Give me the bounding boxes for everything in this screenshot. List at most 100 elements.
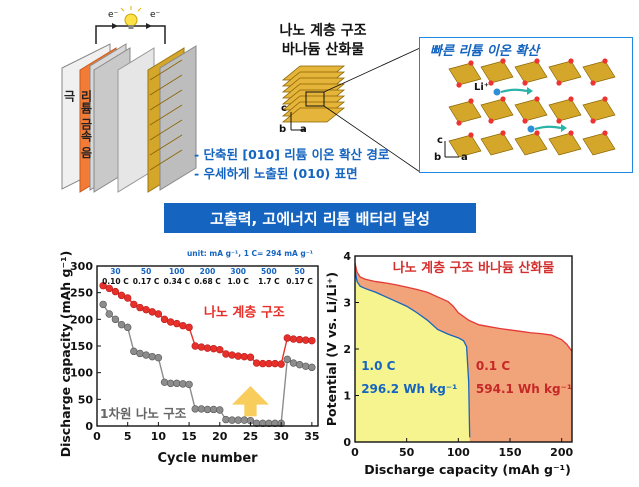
rate-improvement-arrow <box>232 386 269 417</box>
data-point-1-11 <box>166 379 175 388</box>
x-tick-label-6: 30 <box>274 430 290 443</box>
y2-tick-label-3: 3 <box>343 297 351 310</box>
data-point-1-19 <box>216 406 224 414</box>
data-point-0-33 <box>302 336 310 344</box>
data-point-0-25 <box>252 359 261 367</box>
data-point-0-11 <box>166 318 175 326</box>
structure-axis-c: c <box>281 103 287 114</box>
x-tick-label-7: 35 <box>304 430 319 443</box>
diffusion-arrows <box>500 88 562 131</box>
data-point-0-1 <box>105 284 113 293</box>
data-point-1-30 <box>283 355 292 364</box>
x-tick-label-3: 15 <box>181 430 196 443</box>
data-point-0-32 <box>295 335 304 344</box>
data-point-0-30 <box>283 334 292 342</box>
y2-tick-label-4: 4 <box>343 250 351 263</box>
data-point-0-8 <box>148 308 156 316</box>
y-axis-label: Discharge capacity (mAh g⁻¹) <box>58 251 73 458</box>
data-point-1-23 <box>240 416 249 424</box>
data-point-0-34 <box>308 336 316 345</box>
rate-c-5: 1.7 C <box>258 277 280 286</box>
data-point-0-6 <box>136 303 144 312</box>
annotation-10c-rate: 1.0 C <box>361 359 395 373</box>
unit-note: unit: mA g⁻¹, 1 C= 294 mA g⁻¹ <box>187 249 313 258</box>
rate-c-3: 0.68 C <box>194 277 221 286</box>
data-point-0-23 <box>240 352 249 361</box>
data-point-0-0 <box>99 282 107 290</box>
structure-title-line1: 나노 계층 구조 <box>279 23 367 39</box>
feature-item-1: - 단축된 [010] 리튬 이온 확산 경로 <box>194 147 390 162</box>
annotation-01c-rate: 0.1 C <box>476 359 510 373</box>
data-point-0-12 <box>173 319 181 328</box>
y-tick-label-3: 150 <box>70 340 93 353</box>
structure-axes <box>290 112 305 131</box>
x-tick-label-4: 20 <box>212 430 228 443</box>
inset-ion-label: Li⁺ <box>474 82 490 93</box>
data-point-1-34 <box>308 363 316 372</box>
y-tick-label-6: 300 <box>70 260 93 273</box>
data-point-1-20 <box>222 415 230 424</box>
data-point-0-21 <box>228 351 236 359</box>
data-point-1-15 <box>191 405 199 413</box>
electron-arrow-left <box>112 23 118 29</box>
data-point-1-17 <box>203 405 212 414</box>
data-point-0-9 <box>154 310 163 318</box>
data-point-1-31 <box>289 359 298 367</box>
data-point-1-2 <box>111 315 120 324</box>
x2-tick-label-3: 150 <box>499 446 522 459</box>
data-point-0-7 <box>142 306 150 314</box>
data-point-1-1 <box>105 310 113 318</box>
annotation-nanolayer: 나노 계층 구조 <box>204 305 285 321</box>
data-point-0-31 <box>289 335 298 343</box>
x-tick-label-2: 10 <box>151 430 167 443</box>
y2-axis-label: Potential (V vs. Li/Li⁺) <box>324 272 339 426</box>
x-tick-label-5: 25 <box>243 430 258 443</box>
data-point-1-7 <box>142 351 150 359</box>
rate-c-4: 1.0 C <box>227 277 249 286</box>
rate-current-1: 50 <box>141 267 151 276</box>
x2-tick-label-4: 200 <box>550 446 573 459</box>
inset-axes <box>444 141 459 158</box>
data-point-1-3 <box>117 320 126 329</box>
x-tick-label-1: 5 <box>124 430 132 443</box>
data-point-0-16 <box>197 343 206 351</box>
oxygen-atoms <box>456 58 608 138</box>
structure-axis-b: b <box>279 124 287 135</box>
data-point-0-24 <box>246 353 255 361</box>
data-point-0-27 <box>265 359 273 368</box>
layered-crystal-block <box>281 47 421 173</box>
data-point-1-13 <box>179 380 187 388</box>
electron-label-left: e⁻ <box>108 10 119 20</box>
rate-current-5: 500 <box>261 267 277 276</box>
structure-title-line2: 바나듐 산화물 <box>281 42 365 58</box>
x2-tick-label-0: 0 <box>351 446 359 459</box>
annotation-10c-energy: 296.2 Wh kg⁻¹ <box>361 382 457 396</box>
x-tick-label-0: 0 <box>93 430 101 443</box>
rate-current-2: 100 <box>169 267 185 276</box>
structure-axis-a: a <box>300 124 307 135</box>
y-tick-label-1: 50 <box>78 393 94 406</box>
data-point-1-4 <box>123 323 132 332</box>
data-point-0-18 <box>209 344 218 353</box>
achievement-banner: 고출력, 고에너지 리튬 배터리 달성 <box>164 203 476 233</box>
data-point-1-14 <box>185 380 193 389</box>
lightbulb-icon <box>120 6 142 29</box>
data-point-0-22 <box>234 352 242 360</box>
lithium-ions <box>493 88 535 133</box>
y-tick-label-2: 100 <box>70 367 93 380</box>
data-point-0-3 <box>117 291 126 300</box>
y2-tick-label-2: 2 <box>343 343 351 356</box>
rate-current-6: 50 <box>294 267 304 276</box>
x2-axis-label: Discharge capacity (mAh g⁻¹) <box>364 462 571 477</box>
rate-current-3: 200 <box>200 267 216 276</box>
data-point-1-10 <box>160 378 169 386</box>
data-point-1-32 <box>295 360 304 369</box>
data-point-1-6 <box>136 349 144 358</box>
data-point-0-28 <box>271 359 279 368</box>
x2-tick-label-2: 100 <box>447 446 470 459</box>
data-point-0-20 <box>222 350 230 358</box>
data-point-1-18 <box>209 405 218 414</box>
battery-cell <box>61 43 197 193</box>
chart2-title: 나노 계층 구조 바나듐 산화물 <box>393 260 555 276</box>
